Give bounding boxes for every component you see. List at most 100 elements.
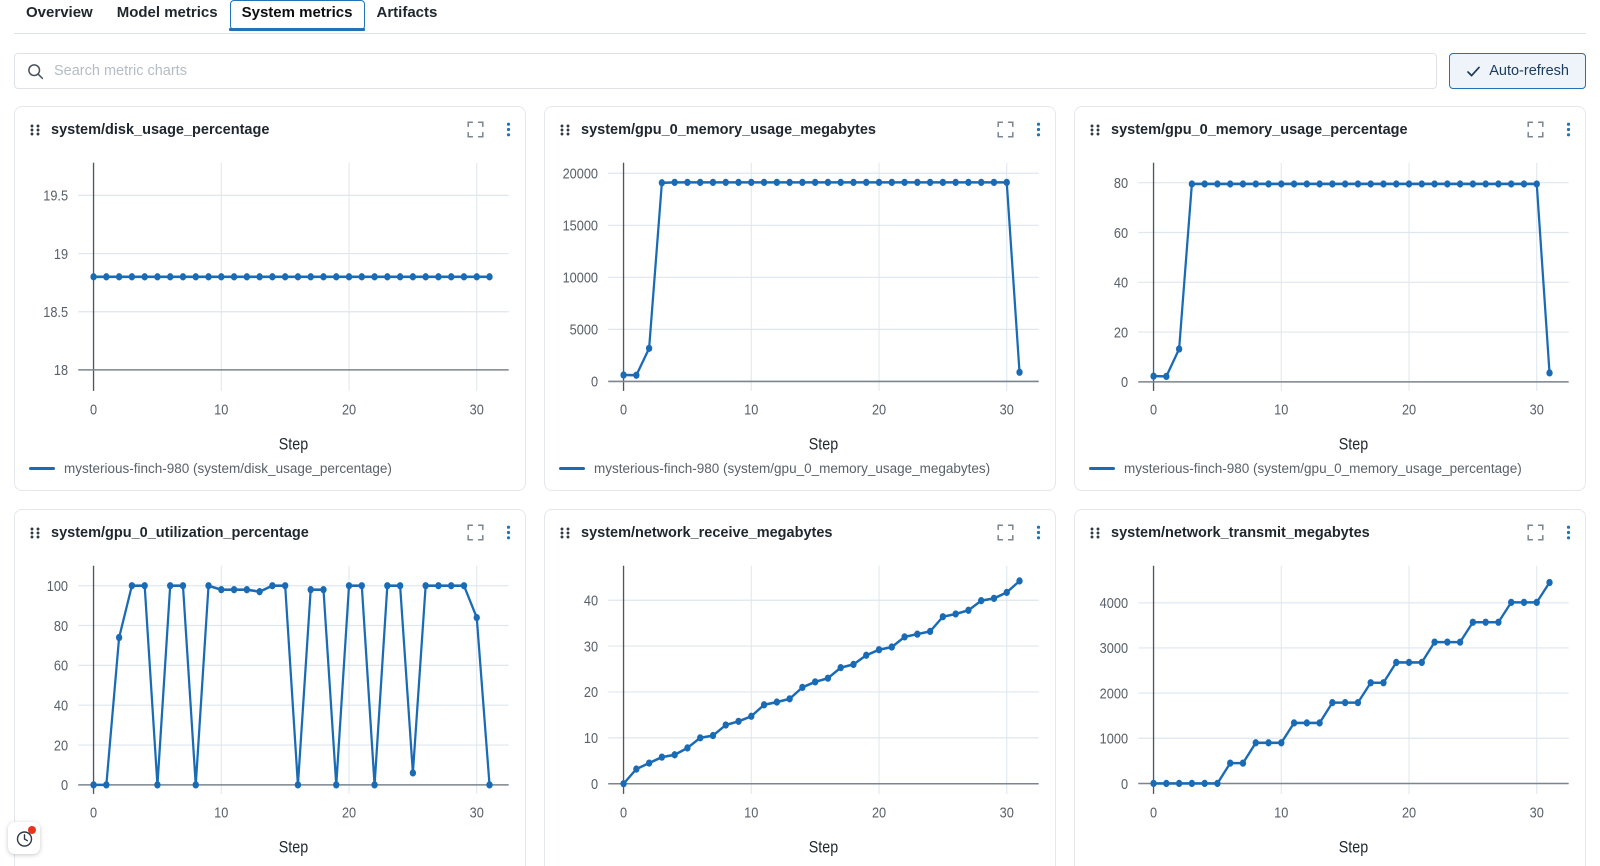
metric-chart-card: system/gpu_0_memory_usage_megabytes 0 5000… <box>544 106 1056 491</box>
drag-handle-icon[interactable] <box>559 123 571 137</box>
svg-text:30: 30 <box>1000 805 1015 821</box>
svg-text:20: 20 <box>584 684 599 700</box>
svg-text:30: 30 <box>1000 402 1015 418</box>
svg-text:0: 0 <box>90 402 97 418</box>
svg-text:3000: 3000 <box>1100 640 1129 656</box>
metric-chart-card: system/network_transmit_megabytes 0 1000 20… <box>1074 509 1586 866</box>
legend-label: mysterious-finch-980 (system/disk_usage_… <box>64 461 392 476</box>
chart-card-header: system/network_transmit_megabytes <box>1075 510 1585 547</box>
svg-text:20: 20 <box>872 402 887 418</box>
kebab-menu-icon[interactable] <box>1036 121 1041 138</box>
svg-text:40: 40 <box>54 698 69 714</box>
svg-text:10: 10 <box>1274 805 1289 821</box>
metric-chart-card: system/network_receive_megabytes 0 10 20 30 4… <box>544 509 1056 866</box>
svg-text:Step: Step <box>1339 436 1368 454</box>
chart-title: system/gpu_0_memory_usage_percentage <box>1111 121 1408 138</box>
chart-plot-area[interactable]: 0 1000 2000 3000 4000 0 10 20 30 Step <box>1075 547 1585 862</box>
drag-handle-icon[interactable] <box>29 123 41 137</box>
tab-artifacts[interactable]: Artifacts <box>376 4 438 21</box>
chart-plot-area[interactable]: 0 20 40 60 80 100 0 10 20 30 Step <box>15 547 525 862</box>
expand-icon[interactable] <box>1527 121 1544 138</box>
chart-card-header: system/gpu_0_utilization_percentage <box>15 510 525 547</box>
chart-plot-area[interactable]: 18 18.5 19 19.5 0 10 20 30 Step <box>15 144 525 459</box>
drag-handle-icon[interactable] <box>1089 123 1101 137</box>
svg-text:4000: 4000 <box>1100 595 1129 611</box>
svg-text:40: 40 <box>1114 275 1129 291</box>
svg-text:30: 30 <box>1530 805 1545 821</box>
svg-text:18.5: 18.5 <box>43 304 68 320</box>
svg-text:60: 60 <box>54 658 69 674</box>
chart-legend: mysterious-finch-980 (system/network_tra… <box>1075 862 1585 866</box>
svg-text:19: 19 <box>54 246 68 262</box>
drag-handle-icon[interactable] <box>1089 526 1101 540</box>
svg-text:Step: Step <box>809 839 838 857</box>
svg-text:20: 20 <box>1402 805 1417 821</box>
tab-bar: Overview Model metrics System metrics Ar… <box>0 0 1600 34</box>
chart-title: system/network_receive_megabytes <box>581 524 833 541</box>
kebab-menu-icon[interactable] <box>1036 524 1041 541</box>
legend-color-swatch <box>29 467 55 470</box>
tab-system-metrics[interactable]: System metrics <box>229 0 365 31</box>
svg-text:20: 20 <box>1114 325 1129 341</box>
svg-text:Step: Step <box>809 436 838 454</box>
svg-text:20000: 20000 <box>563 166 599 182</box>
svg-text:80: 80 <box>1114 175 1129 191</box>
drag-handle-icon[interactable] <box>559 526 571 540</box>
chart-title: system/disk_usage_percentage <box>51 121 270 138</box>
expand-icon[interactable] <box>467 524 484 541</box>
search-input[interactable]: Search metric charts <box>14 53 1438 89</box>
svg-text:0: 0 <box>90 805 97 821</box>
svg-text:40: 40 <box>584 593 599 609</box>
chart-title: system/gpu_0_utilization_percentage <box>51 524 309 541</box>
svg-text:30: 30 <box>1530 402 1545 418</box>
chart-card-header: system/network_receive_megabytes <box>545 510 1055 547</box>
svg-text:10000: 10000 <box>563 270 599 286</box>
svg-text:19.5: 19.5 <box>43 188 68 204</box>
metric-chart-grid: system/disk_usage_percentage 18 18.5 19 19.5… <box>0 94 1600 866</box>
chart-legend: mysterious-finch-980 (system/gpu_0_memor… <box>545 459 1055 490</box>
svg-text:18: 18 <box>54 362 69 378</box>
expand-icon[interactable] <box>467 121 484 138</box>
svg-text:10: 10 <box>744 402 759 418</box>
chart-card-header: system/gpu_0_memory_usage_percentage <box>1075 107 1585 144</box>
search-toolbar: Search metric charts Auto-refresh <box>0 34 1600 94</box>
svg-text:Step: Step <box>279 436 308 454</box>
expand-icon[interactable] <box>1527 524 1544 541</box>
chart-title: system/network_transmit_megabytes <box>1111 524 1370 541</box>
chart-plot-area[interactable]: 0 10 20 30 40 0 10 20 30 Step <box>545 547 1055 862</box>
svg-text:0: 0 <box>591 374 598 390</box>
svg-text:20: 20 <box>872 805 887 821</box>
legend-label: mysterious-finch-980 (system/gpu_0_memor… <box>1124 461 1522 476</box>
auto-refresh-label: Auto-refresh <box>1489 63 1569 79</box>
svg-text:10: 10 <box>1274 402 1289 418</box>
tab-model-metrics[interactable]: Model metrics <box>116 4 218 21</box>
auto-refresh-button[interactable]: Auto-refresh <box>1449 53 1586 89</box>
svg-text:0: 0 <box>1150 402 1157 418</box>
tab-overview[interactable]: Overview <box>26 4 93 21</box>
svg-text:5000: 5000 <box>570 322 599 338</box>
expand-icon[interactable] <box>997 121 1014 138</box>
chart-plot-area[interactable]: 0 5000 10000 15000 20000 0 10 20 30 Step <box>545 144 1055 459</box>
svg-text:60: 60 <box>1114 225 1129 241</box>
legend-label: mysterious-finch-980 (system/gpu_0_memor… <box>594 461 991 476</box>
chart-card-header: system/gpu_0_memory_usage_megabytes <box>545 107 1055 144</box>
kebab-menu-icon[interactable] <box>1566 524 1571 541</box>
run-history-button[interactable] <box>8 822 40 854</box>
metric-chart-card: system/gpu_0_utilization_percentage 0 20 40… <box>14 509 526 866</box>
svg-text:10: 10 <box>214 402 229 418</box>
chart-legend: mysterious-finch-980 (system/gpu_0_utili… <box>15 862 525 866</box>
notification-badge <box>28 826 36 834</box>
chart-legend: mysterious-finch-980 (system/network_rec… <box>545 862 1055 866</box>
kebab-menu-icon[interactable] <box>506 121 511 138</box>
svg-text:0: 0 <box>61 777 68 793</box>
svg-text:30: 30 <box>584 639 599 655</box>
search-placeholder: Search metric charts <box>54 63 187 79</box>
chart-plot-area[interactable]: 0 20 40 60 80 0 10 20 30 Step <box>1075 144 1585 459</box>
kebab-menu-icon[interactable] <box>506 524 511 541</box>
metric-chart-card: system/gpu_0_memory_usage_percentage 0 20 4… <box>1074 106 1586 491</box>
expand-icon[interactable] <box>997 524 1014 541</box>
kebab-menu-icon[interactable] <box>1566 121 1571 138</box>
drag-handle-icon[interactable] <box>29 526 41 540</box>
svg-text:20: 20 <box>342 805 357 821</box>
svg-text:1000: 1000 <box>1100 731 1129 747</box>
